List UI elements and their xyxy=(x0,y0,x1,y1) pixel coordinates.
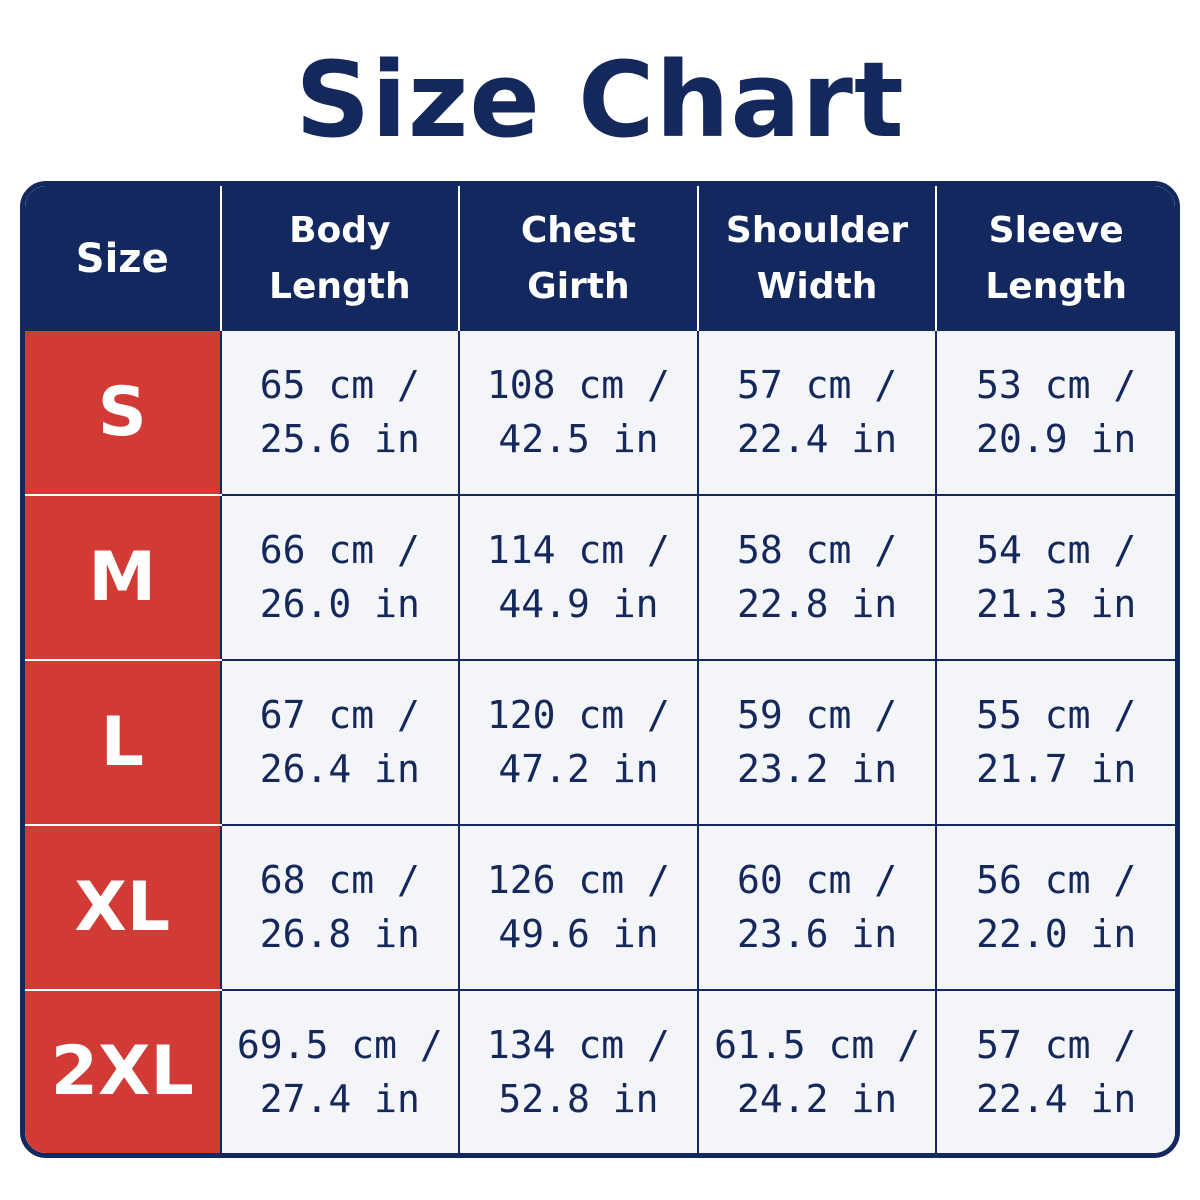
shoulder-width-cell: 57 cm / 22.4 in xyxy=(697,331,938,496)
body-length-cell: 65 cm / 25.6 in xyxy=(220,331,461,496)
chest-girth-cell: 120 cm / 47.2 in xyxy=(459,659,699,826)
value-in: 26.0 in xyxy=(259,582,420,626)
header-row: Size Body Length Chest Girth Shoulder Wi… xyxy=(25,186,1175,331)
value-cm: 59 cm / xyxy=(736,693,898,737)
header-label-line2: Girth xyxy=(527,265,630,307)
value-cm: 67 cm / xyxy=(259,693,420,737)
table-row: L 67 cm / 26.4 in 120 cm / 47.2 in 59 cm /… xyxy=(25,659,1175,826)
value-cm: 68 cm / xyxy=(259,858,420,902)
sleeve-length-cell: 57 cm / 22.4 in xyxy=(936,989,1175,1153)
value-in: 27.4 in xyxy=(259,1076,420,1121)
size-label: M xyxy=(25,494,222,661)
value-cm: 55 cm / xyxy=(976,693,1137,737)
value-in: 52.8 in xyxy=(498,1076,659,1121)
value-cm: 56 cm / xyxy=(976,858,1137,902)
value-in: 44.9 in xyxy=(498,582,659,626)
value-cm: 66 cm / xyxy=(259,528,420,572)
chest-girth-cell: 108 cm / 42.5 in xyxy=(459,331,699,496)
value-in: 22.0 in xyxy=(976,912,1137,956)
sleeve-length-cell: 54 cm / 21.3 in xyxy=(936,494,1175,661)
size-table-frame: Size Body Length Chest Girth Shoulder Wi… xyxy=(20,181,1180,1158)
sleeve-length-cell: 56 cm / 22.0 in xyxy=(936,824,1175,991)
header-shoulder-width: Shoulder Width xyxy=(697,186,938,331)
header-label: Size xyxy=(75,235,169,282)
value-cm: 53 cm / xyxy=(976,363,1137,408)
value-cm: 57 cm / xyxy=(976,1022,1137,1067)
header-label-line2: Length xyxy=(269,265,411,307)
value-cm: 108 cm / xyxy=(486,363,670,408)
size-label: S xyxy=(25,331,222,496)
value-cm: 126 cm / xyxy=(486,858,670,902)
body-length-cell: 67 cm / 26.4 in xyxy=(220,659,461,826)
header-label-line1: Sleeve xyxy=(988,209,1124,251)
header-sleeve-length: Sleeve Length xyxy=(936,186,1175,331)
chest-girth-cell: 114 cm / 44.9 in xyxy=(459,494,699,661)
value-cm: 65 cm / xyxy=(259,363,420,408)
header-label-line1: Shoulder xyxy=(725,209,909,251)
value-in: 21.3 in xyxy=(976,582,1137,626)
value-cm: 57 cm / xyxy=(736,363,898,408)
header-label-line1: Chest xyxy=(520,209,636,251)
size-table: Size Body Length Chest Girth Shoulder Wi… xyxy=(25,186,1175,1153)
value-in: 25.6 in xyxy=(259,417,420,462)
shoulder-width-cell: 59 cm / 23.2 in xyxy=(697,659,938,826)
table-row: XL 68 cm / 26.8 in 126 cm / 49.6 in 60 cm … xyxy=(25,824,1175,991)
shoulder-width-cell: 58 cm / 22.8 in xyxy=(697,494,938,661)
value-in: 24.2 in xyxy=(736,1076,898,1121)
table-row: M 66 cm / 26.0 in 114 cm / 44.9 in 58 cm /… xyxy=(25,494,1175,661)
value-cm: 58 cm / xyxy=(736,528,898,572)
header-label-line2: Width xyxy=(756,265,878,307)
page-title: Size Chart xyxy=(295,39,905,161)
value-in: 20.9 in xyxy=(976,417,1137,462)
size-label: 2XL xyxy=(25,989,222,1153)
size-label: L xyxy=(25,659,222,826)
value-cm: 114 cm / xyxy=(486,528,670,572)
body-length-cell: 69.5 cm / 27.4 in xyxy=(220,989,461,1153)
chest-girth-cell: 126 cm / 49.6 in xyxy=(459,824,699,991)
header-chest-girth: Chest Girth xyxy=(459,186,699,331)
header-body-length: Body Length xyxy=(220,186,461,331)
value-in: 22.4 in xyxy=(976,1076,1137,1121)
shoulder-width-cell: 61.5 cm / 24.2 in xyxy=(697,989,938,1153)
value-in: 21.7 in xyxy=(976,747,1137,791)
value-in: 23.6 in xyxy=(736,912,898,956)
table-row: 2XL 69.5 cm / 27.4 in 134 cm / 52.8 in 61.… xyxy=(25,989,1175,1153)
sleeve-length-cell: 55 cm / 21.7 in xyxy=(936,659,1175,826)
header-label-line1: Body xyxy=(289,209,391,251)
value-in: 22.4 in xyxy=(736,417,898,462)
header-label-line2: Length xyxy=(985,265,1127,307)
value-in: 42.5 in xyxy=(498,417,659,462)
value-in: 26.4 in xyxy=(259,747,420,791)
value-cm: 54 cm / xyxy=(976,528,1137,572)
value-in: 47.2 in xyxy=(498,747,659,791)
shoulder-width-cell: 60 cm / 23.6 in xyxy=(697,824,938,991)
sleeve-length-cell: 53 cm / 20.9 in xyxy=(936,331,1175,496)
value-in: 49.6 in xyxy=(498,912,659,956)
value-in: 23.2 in xyxy=(736,747,898,791)
value-in: 22.8 in xyxy=(736,582,898,626)
chest-girth-cell: 134 cm / 52.8 in xyxy=(459,989,699,1153)
header-size: Size xyxy=(25,186,222,331)
table-row: S 65 cm / 25.6 in 108 cm / 42.5 in 57 cm /… xyxy=(25,331,1175,496)
value-cm: 60 cm / xyxy=(736,858,898,902)
value-in: 26.8 in xyxy=(259,912,420,956)
body-length-cell: 68 cm / 26.8 in xyxy=(220,824,461,991)
value-cm: 69.5 cm / xyxy=(236,1022,443,1067)
size-label: XL xyxy=(25,824,222,991)
value-cm: 120 cm / xyxy=(486,693,670,737)
value-cm: 134 cm / xyxy=(486,1022,670,1067)
value-cm: 61.5 cm / xyxy=(714,1022,920,1067)
body-length-cell: 66 cm / 26.0 in xyxy=(220,494,461,661)
